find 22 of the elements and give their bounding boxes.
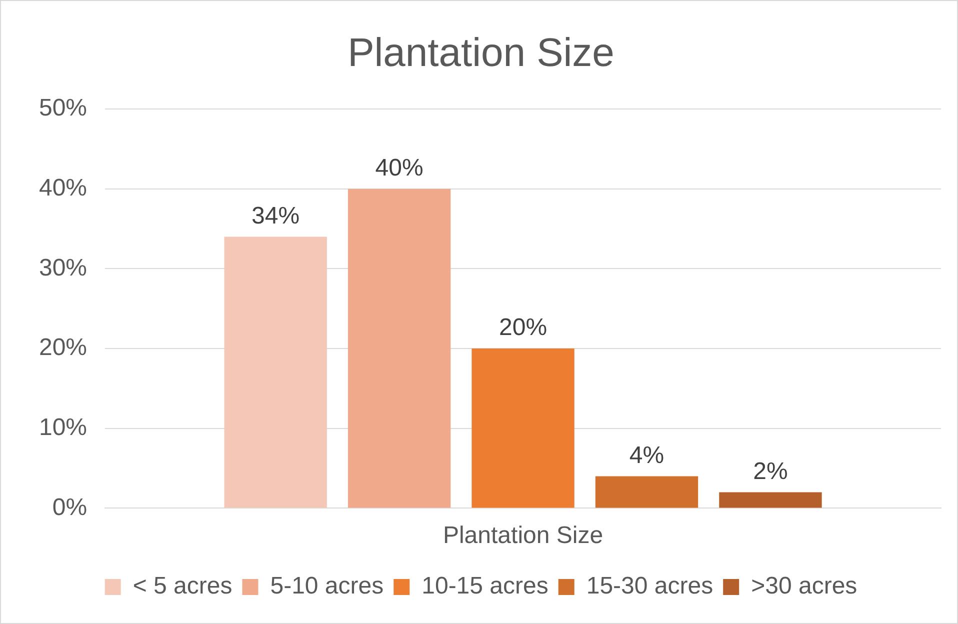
y-tick-label: 30%	[38, 254, 88, 282]
y-tick-label: 50%	[38, 94, 88, 122]
data-label: 40%	[375, 154, 424, 182]
chart-title: Plantation Size	[348, 31, 614, 76]
bar	[472, 348, 574, 508]
legend-label: 15-30 acres	[586, 572, 714, 600]
y-tick-label: 0%	[52, 494, 88, 521]
legend-label: 5-10 acres	[270, 572, 384, 600]
legend-label: >30 acres	[751, 572, 858, 600]
bar	[224, 236, 327, 508]
data-label: 2%	[753, 458, 788, 485]
y-tick-label: 20%	[38, 334, 88, 362]
data-label: 34%	[252, 202, 300, 230]
data-label: 4%	[629, 442, 664, 469]
bar	[348, 188, 451, 508]
legend-label: 10-15 acres	[422, 572, 548, 600]
data-label: 20%	[498, 314, 548, 342]
y-tick-label: 40%	[38, 174, 88, 202]
bar	[719, 492, 822, 508]
y-tick-label: 10%	[38, 414, 88, 441]
legend-label: < 5 acres	[132, 572, 232, 600]
bar	[595, 476, 698, 508]
